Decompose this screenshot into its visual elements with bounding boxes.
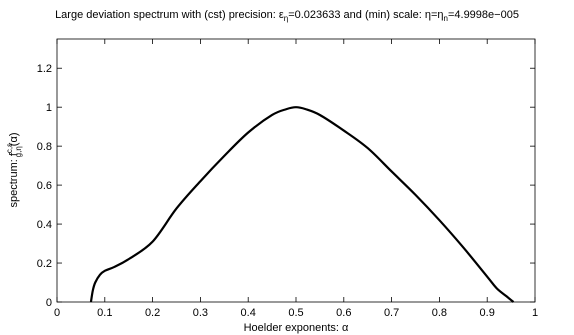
x-tick-label: 0.1 [97, 307, 112, 319]
y-tick-label: 0.8 [37, 141, 52, 153]
x-tick-label: 0.4 [241, 307, 256, 319]
y-tick-label: 0.6 [37, 180, 52, 192]
y-tick-label: 1.2 [37, 63, 52, 75]
x-tick-label: 0.2 [145, 307, 160, 319]
y-axis: 0 0.2 0.4 0.6 0.8 1 1.2 [37, 63, 535, 309]
x-tick-label: 0.8 [432, 307, 447, 319]
x-tick-label: 0.7 [384, 307, 399, 319]
x-tick-label: 0 [54, 307, 60, 319]
y-tick-label: 0.2 [37, 258, 52, 270]
x-tick-label: 1 [532, 307, 538, 319]
x-axis-label: Hoelder exponents: α [244, 322, 349, 334]
x-tick-label: 0.5 [288, 307, 303, 319]
y-axis-label: spectrum: fc,εg,η(α) [5, 132, 23, 207]
y-tick-label: 0.4 [37, 219, 52, 231]
plot-area [56, 38, 536, 303]
y-tick-label: 0 [46, 297, 52, 309]
x-tick-label: 0.3 [193, 307, 208, 319]
y-tick-label: 1 [46, 102, 52, 114]
spectrum-curve [89, 106, 515, 303]
x-axis: 0 0.1 0.2 0.3 0.4 0.5 0.6 0.7 0.8 0.9 1 [54, 39, 538, 319]
x-tick-label: 0.9 [480, 307, 495, 319]
chart-title: Large deviation spectrum with (cst) prec… [55, 9, 519, 23]
x-tick-label: 0.6 [336, 307, 351, 319]
